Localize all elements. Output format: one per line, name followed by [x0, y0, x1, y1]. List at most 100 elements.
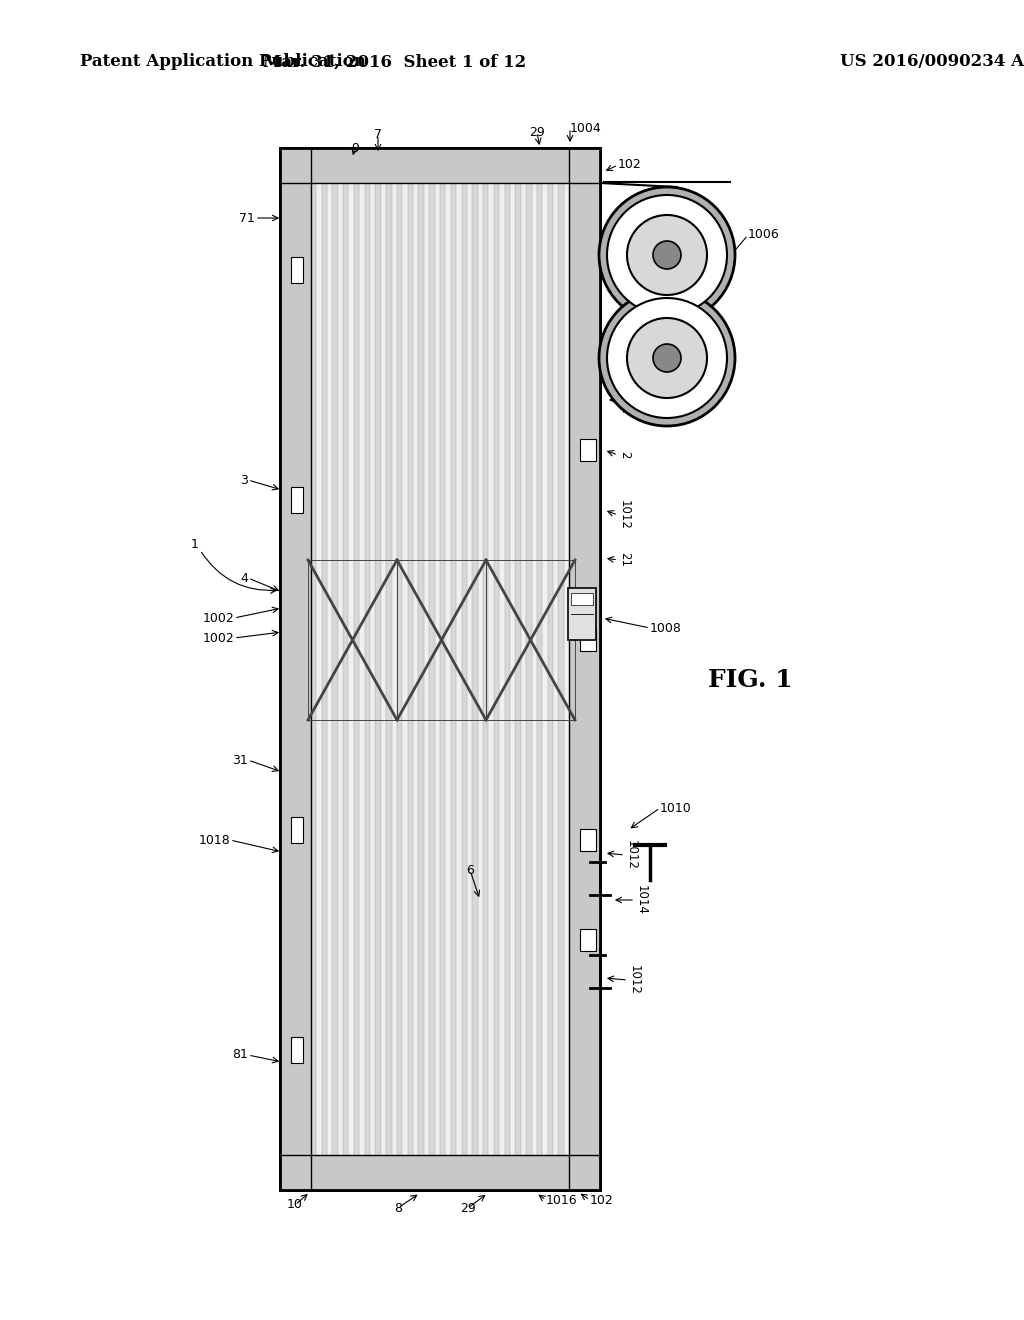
Circle shape — [607, 298, 727, 418]
Bar — [456, 183, 462, 1155]
Bar — [397, 183, 402, 1155]
Text: 1018: 1018 — [199, 833, 230, 846]
Bar — [568, 587, 596, 640]
Text: 1010: 1010 — [660, 801, 692, 814]
Text: 71: 71 — [240, 211, 255, 224]
Bar — [488, 183, 494, 1155]
Text: 7: 7 — [374, 128, 382, 141]
Bar — [494, 183, 500, 1155]
Circle shape — [607, 195, 727, 315]
Text: 8: 8 — [394, 1201, 402, 1214]
Bar — [291, 817, 303, 843]
Bar — [440, 183, 445, 1155]
Bar — [365, 183, 370, 1155]
Text: 6: 6 — [466, 863, 474, 876]
Bar — [316, 183, 322, 1155]
Text: FIG. 1: FIG. 1 — [708, 668, 793, 692]
Bar — [381, 183, 386, 1155]
Bar — [543, 183, 548, 1155]
Text: 1014: 1014 — [635, 886, 648, 915]
Bar — [472, 183, 477, 1155]
Bar — [322, 183, 327, 1155]
Bar — [280, 1155, 600, 1191]
Bar — [531, 183, 537, 1155]
Text: 3: 3 — [240, 474, 248, 487]
Text: 1012: 1012 — [618, 500, 631, 529]
Bar — [424, 183, 429, 1155]
Bar — [580, 630, 596, 651]
Text: 31: 31 — [232, 754, 248, 767]
Text: 1006: 1006 — [748, 228, 779, 242]
Text: 81: 81 — [232, 1048, 248, 1061]
Bar — [571, 593, 593, 605]
Bar — [333, 183, 338, 1155]
Bar — [354, 183, 359, 1155]
Bar — [580, 440, 596, 461]
Circle shape — [627, 215, 707, 294]
Bar — [386, 183, 391, 1155]
Bar — [359, 183, 365, 1155]
Circle shape — [653, 345, 681, 372]
Bar — [327, 183, 333, 1155]
Bar — [451, 183, 456, 1155]
Bar — [477, 183, 483, 1155]
Bar — [580, 929, 596, 950]
Bar — [500, 183, 505, 1155]
Text: Patent Application Publication: Patent Application Publication — [80, 54, 366, 70]
Bar — [434, 183, 440, 1155]
Bar — [510, 183, 515, 1155]
Bar — [291, 257, 303, 282]
Bar — [553, 183, 558, 1155]
Text: US 2016/0090234 A1: US 2016/0090234 A1 — [840, 54, 1024, 70]
Text: 1: 1 — [191, 539, 199, 552]
Bar — [564, 183, 569, 1155]
Text: 1004: 1004 — [570, 121, 602, 135]
Text: 9: 9 — [351, 141, 359, 154]
Text: 1002: 1002 — [203, 631, 234, 644]
Text: 1012: 1012 — [625, 840, 638, 870]
Text: 29: 29 — [529, 125, 545, 139]
Bar — [526, 183, 531, 1155]
Text: 2: 2 — [618, 451, 631, 459]
Bar — [537, 183, 543, 1155]
Text: 4: 4 — [240, 572, 248, 585]
Bar — [376, 183, 381, 1155]
Text: 1012: 1012 — [628, 965, 641, 995]
Circle shape — [599, 187, 735, 323]
Text: 1002: 1002 — [203, 611, 234, 624]
Text: 10: 10 — [287, 1199, 303, 1212]
Bar — [391, 183, 397, 1155]
Text: Mar. 31, 2016  Sheet 1 of 12: Mar. 31, 2016 Sheet 1 of 12 — [263, 54, 526, 70]
Bar — [505, 183, 510, 1155]
Bar — [402, 183, 408, 1155]
Bar — [370, 183, 376, 1155]
Bar — [338, 183, 343, 1155]
Bar — [280, 148, 600, 1191]
Circle shape — [653, 242, 681, 269]
Bar — [291, 1038, 303, 1063]
Bar — [462, 183, 467, 1155]
Bar — [467, 183, 472, 1155]
Text: 102: 102 — [618, 158, 642, 172]
Bar — [348, 183, 354, 1155]
Bar — [311, 183, 316, 1155]
Bar — [419, 183, 424, 1155]
Circle shape — [599, 290, 735, 426]
Bar — [280, 148, 600, 183]
Bar — [558, 183, 564, 1155]
Bar — [521, 183, 526, 1155]
Bar — [429, 183, 434, 1155]
Bar — [515, 183, 521, 1155]
Bar — [413, 183, 419, 1155]
Text: 1012: 1012 — [618, 385, 631, 414]
Text: 21: 21 — [618, 553, 631, 568]
Bar — [343, 183, 348, 1155]
Bar — [569, 148, 600, 1191]
Bar — [548, 183, 553, 1155]
Bar — [445, 183, 451, 1155]
Text: 1008: 1008 — [650, 622, 682, 635]
Bar — [483, 183, 488, 1155]
Bar — [280, 148, 311, 1191]
Bar — [408, 183, 413, 1155]
Text: 1016: 1016 — [546, 1193, 578, 1206]
